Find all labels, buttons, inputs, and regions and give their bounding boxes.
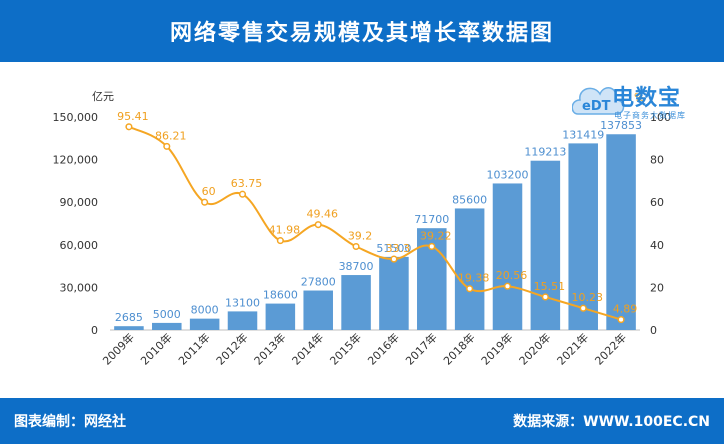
y2-axis-label: % — [634, 91, 644, 104]
line-point — [503, 282, 512, 290]
y-axis-label: 亿元 — [92, 90, 114, 103]
bar-value-label: 51500 — [376, 242, 411, 255]
y-tick-label: 0 — [91, 324, 98, 337]
line-value-label: 60 — [202, 185, 216, 198]
x-tick-label: 2012年 — [213, 330, 250, 367]
line-point — [579, 304, 587, 312]
bar-value-label: 71700 — [414, 213, 449, 226]
x-tick-label: 2022年 — [592, 330, 629, 367]
footer: 图表编制：网经社 数据来源：WWW.100EC.CN — [0, 398, 724, 444]
bar — [606, 134, 636, 330]
line-value-label: 20.56 — [496, 269, 528, 282]
bar — [341, 275, 371, 330]
y2-tick-label: 20 — [650, 281, 664, 294]
line-point — [201, 198, 209, 206]
y2-tick-label: 40 — [650, 239, 664, 252]
line-point — [428, 242, 436, 251]
bar — [454, 208, 485, 330]
line-value-label: 4.89 — [613, 303, 638, 316]
y-tick-label: 30,000 — [60, 281, 99, 294]
x-tick-label: 2010年 — [137, 330, 174, 367]
bar — [227, 311, 258, 330]
bar-value-label: 5000 — [153, 308, 181, 321]
bar-value-label: 18600 — [263, 289, 298, 302]
line-point — [314, 221, 322, 229]
y-tick-label: 90,000 — [60, 196, 99, 209]
line-point — [541, 293, 549, 301]
x-tick-label: 2018年 — [440, 330, 477, 367]
logo-subtitle: 电子商务大数据库 — [614, 111, 686, 120]
line-value-label: 15.51 — [534, 280, 566, 293]
chart-title: 网络零售交易规模及其增长率数据图 — [169, 21, 554, 46]
x-tick-label: 2020年 — [516, 330, 553, 367]
cloud-logo-icon: eDT — [572, 87, 625, 115]
bar-value-label: 27800 — [301, 276, 336, 289]
bar — [152, 322, 182, 330]
y-tick-label: 60,000 — [60, 239, 99, 252]
x-tick-label: 2019年 — [478, 330, 515, 367]
line-value-label: 95.41 — [117, 110, 149, 123]
bar — [379, 256, 409, 330]
footer-credit: 图表编制：网经社 — [14, 414, 126, 430]
bar-value-label: 13100 — [225, 296, 260, 309]
chart-area — [0, 62, 724, 398]
line-value-label: 49.46 — [306, 208, 338, 221]
x-tick-label: 2009年 — [100, 330, 137, 367]
x-tick-label: 2015年 — [327, 330, 364, 367]
footer-source: 数据来源：WWW.100EC.CN — [513, 414, 710, 430]
line-value-label: 41.98 — [269, 224, 301, 237]
line-value-label: 63.75 — [231, 177, 263, 190]
bar-value-label: 119213 — [524, 146, 566, 159]
line-point — [352, 242, 360, 251]
title-bar: 网络零售交易规模及其增长率数据图 — [0, 0, 724, 62]
line-point — [125, 123, 133, 131]
line-point — [466, 285, 474, 293]
y-tick-label: 150,000 — [53, 111, 99, 124]
line-value-label: 86.21 — [155, 129, 187, 142]
line-value-label: 33.3 — [386, 242, 411, 255]
bar — [265, 303, 296, 330]
line-point — [276, 237, 284, 245]
line-value-label: 39.2 — [348, 230, 373, 243]
bar-value-label: 2685 — [115, 311, 143, 324]
bar-value-label: 131419 — [562, 128, 604, 141]
x-tick-label: 2013年 — [251, 330, 288, 367]
bar-value-label: 85600 — [452, 193, 487, 206]
x-tick-label: 2016年 — [365, 330, 402, 367]
logo-mark: eDT — [582, 99, 611, 114]
line-point — [238, 190, 247, 198]
y-tick-label: 120,000 — [53, 154, 99, 167]
x-tick-label: 2014年 — [289, 330, 326, 367]
line-point — [390, 255, 398, 263]
bar — [189, 318, 220, 330]
x-tick-label: 2011年 — [175, 330, 212, 367]
bar — [568, 143, 598, 330]
y2-tick-label: 60 — [650, 196, 664, 209]
y2-tick-label: 100 — [650, 111, 671, 124]
bar-value-label: 103200 — [487, 168, 529, 181]
bar-value-label: 8000 — [191, 304, 219, 317]
bar — [530, 160, 561, 330]
x-tick-label: 2017年 — [402, 330, 439, 367]
logo-name: 电数宝 — [612, 86, 682, 111]
bar-value-label: 137853 — [600, 119, 642, 132]
line-value-label: 19.38 — [458, 272, 490, 285]
line-value-label: 39.22 — [420, 229, 452, 242]
bar — [492, 183, 523, 330]
bar-value-label: 38700 — [339, 260, 374, 273]
bar — [114, 326, 144, 330]
line-point — [617, 316, 625, 324]
y2-tick-label: 0 — [650, 324, 657, 337]
y2-tick-label: 80 — [650, 154, 664, 167]
x-tick-label: 2021年 — [554, 330, 591, 367]
line-point — [163, 142, 171, 150]
line-value-label: 10.23 — [571, 291, 603, 304]
bar — [303, 290, 333, 330]
